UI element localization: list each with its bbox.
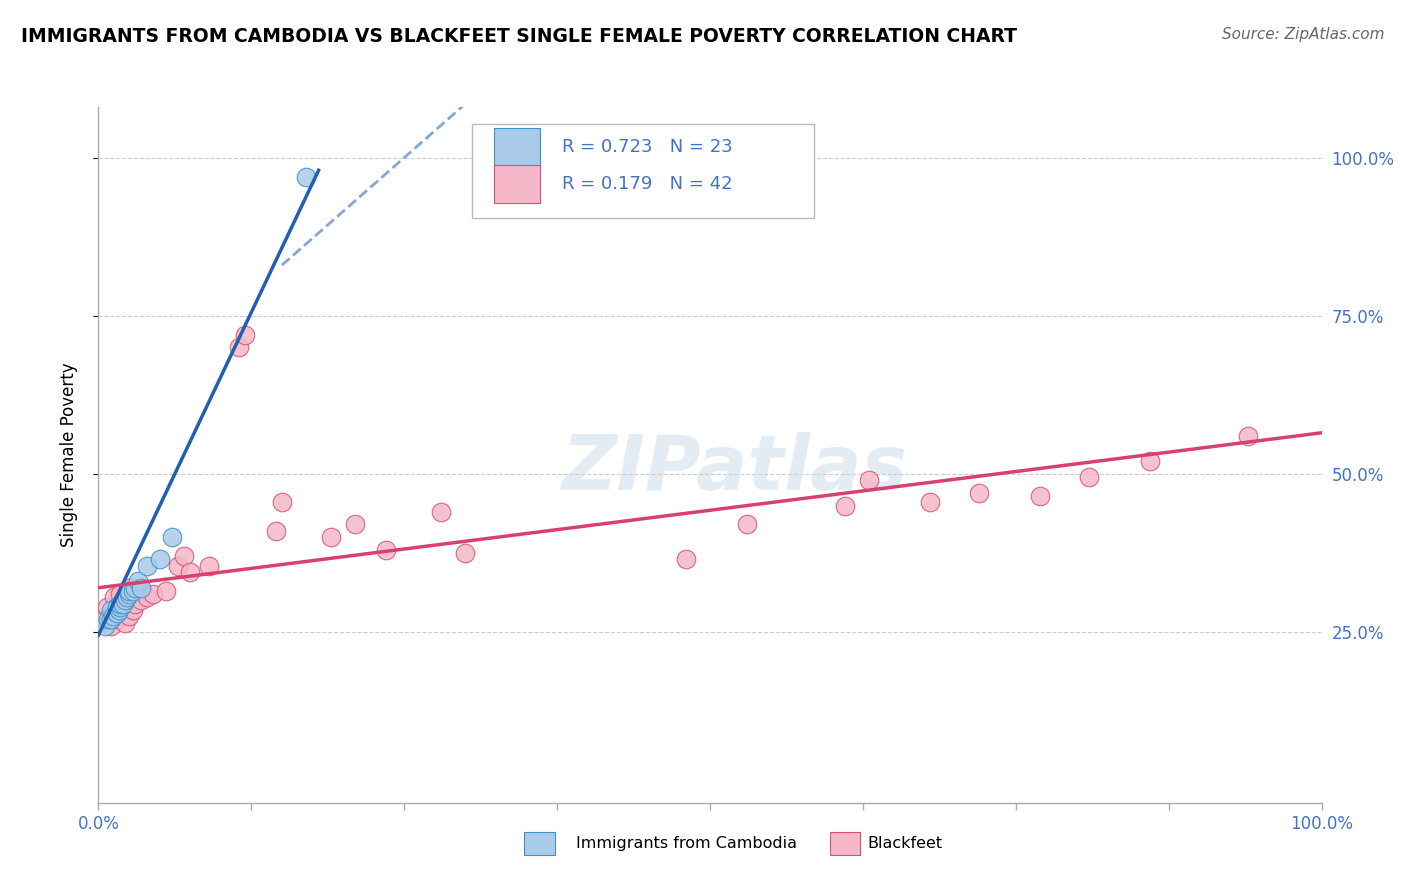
Point: [96, 599, 118, 614]
Point: [1139, 454, 1161, 468]
Point: [105, 599, 128, 614]
Point: [270, 495, 294, 509]
Point: [118, 581, 141, 595]
Point: [101, 606, 124, 620]
Point: [110, 599, 132, 614]
Point: [121, 583, 143, 598]
FancyBboxPatch shape: [494, 128, 540, 166]
Point: [675, 552, 697, 566]
Point: [111, 593, 134, 607]
Point: [136, 558, 159, 573]
Point: [142, 587, 165, 601]
Point: [1029, 489, 1052, 503]
Point: [110, 587, 132, 601]
Point: [173, 549, 195, 563]
FancyBboxPatch shape: [471, 124, 814, 219]
Point: [124, 581, 146, 595]
Point: [136, 591, 159, 605]
Point: [155, 583, 177, 598]
Point: [105, 612, 128, 626]
Point: [118, 587, 141, 601]
Point: [228, 340, 250, 354]
Point: [127, 574, 149, 589]
Point: [344, 517, 367, 532]
Text: R = 0.179   N = 42: R = 0.179 N = 42: [562, 175, 733, 193]
Point: [1237, 429, 1260, 443]
Text: ZIPatlas: ZIPatlas: [561, 432, 907, 506]
Point: [105, 599, 128, 614]
Point: [110, 597, 132, 611]
Point: [374, 542, 396, 557]
Point: [103, 591, 125, 605]
Point: [93, 612, 115, 626]
Point: [114, 593, 136, 607]
Point: [115, 591, 138, 605]
Point: [100, 603, 122, 617]
Point: [160, 530, 183, 544]
Point: [454, 546, 477, 560]
Point: [1078, 470, 1101, 484]
Point: [967, 486, 990, 500]
Point: [735, 517, 758, 532]
Point: [197, 558, 219, 573]
Y-axis label: Single Female Poverty: Single Female Poverty: [59, 363, 77, 547]
Point: [129, 581, 152, 595]
Point: [118, 609, 141, 624]
Text: R = 0.723   N = 23: R = 0.723 N = 23: [562, 138, 733, 156]
Point: [124, 597, 146, 611]
Text: IMMIGRANTS FROM CAMBODIA VS BLACKFEET SINGLE FEMALE POVERTY CORRELATION CHART: IMMIGRANTS FROM CAMBODIA VS BLACKFEET SI…: [21, 27, 1017, 45]
Text: Blackfeet: Blackfeet: [868, 836, 942, 851]
Point: [114, 615, 136, 630]
Point: [834, 499, 856, 513]
Text: Source: ZipAtlas.com: Source: ZipAtlas.com: [1222, 27, 1385, 42]
Point: [167, 558, 190, 573]
Point: [121, 603, 143, 617]
FancyBboxPatch shape: [494, 165, 540, 203]
Point: [264, 524, 287, 538]
Point: [149, 552, 172, 566]
Point: [179, 565, 201, 579]
Point: [97, 612, 120, 626]
Point: [295, 169, 318, 184]
Point: [93, 618, 115, 632]
Text: Immigrants from Cambodia: Immigrants from Cambodia: [576, 836, 797, 851]
Point: [430, 505, 453, 519]
Point: [920, 495, 942, 509]
Point: [118, 583, 141, 598]
Point: [319, 530, 342, 544]
Point: [233, 327, 256, 342]
Point: [100, 612, 122, 626]
Point: [111, 597, 134, 611]
Point: [858, 473, 880, 487]
Point: [127, 583, 149, 598]
Point: [105, 606, 128, 620]
Point: [108, 603, 131, 617]
Point: [100, 618, 122, 632]
Point: [129, 593, 152, 607]
Point: [101, 609, 124, 624]
